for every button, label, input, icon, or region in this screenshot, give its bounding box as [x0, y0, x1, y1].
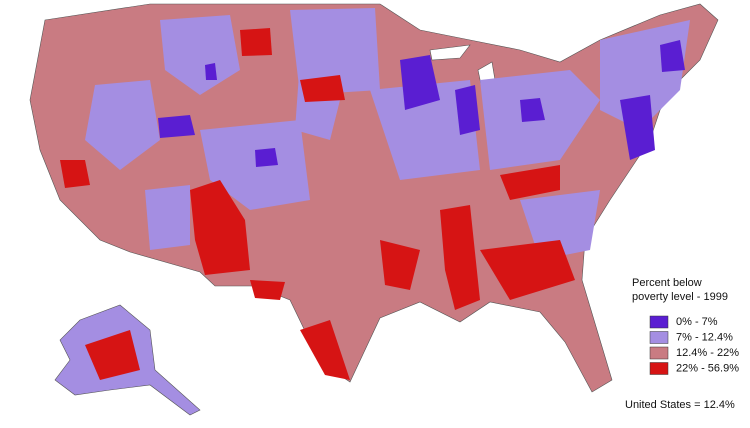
red-regions: [60, 28, 575, 380]
legend-swatch: [649, 362, 669, 375]
map-shapes: [29, 3, 719, 416]
us-average: United States = 12.4%: [625, 399, 735, 411]
legend-swatch: [649, 315, 669, 329]
legend-title: Percent below: [632, 277, 702, 289]
legend-label: 12.4% - 22%: [676, 347, 739, 359]
alaska-red: [85, 330, 140, 380]
legend-swatch: [649, 331, 669, 344]
legend-swatch: [649, 346, 669, 360]
legend-title: poverty level - 1999: [632, 291, 728, 303]
legend: Percent below poverty level - 1999 0% - 7%…: [632, 277, 739, 375]
legend-label: 22% - 56.9%: [676, 362, 739, 374]
light-purple-regions: [85, 8, 690, 260]
dark-purple-regions: [158, 40, 685, 167]
legend-label: 7% - 12.4%: [676, 331, 733, 343]
legend-label: 0% - 7%: [676, 316, 718, 328]
